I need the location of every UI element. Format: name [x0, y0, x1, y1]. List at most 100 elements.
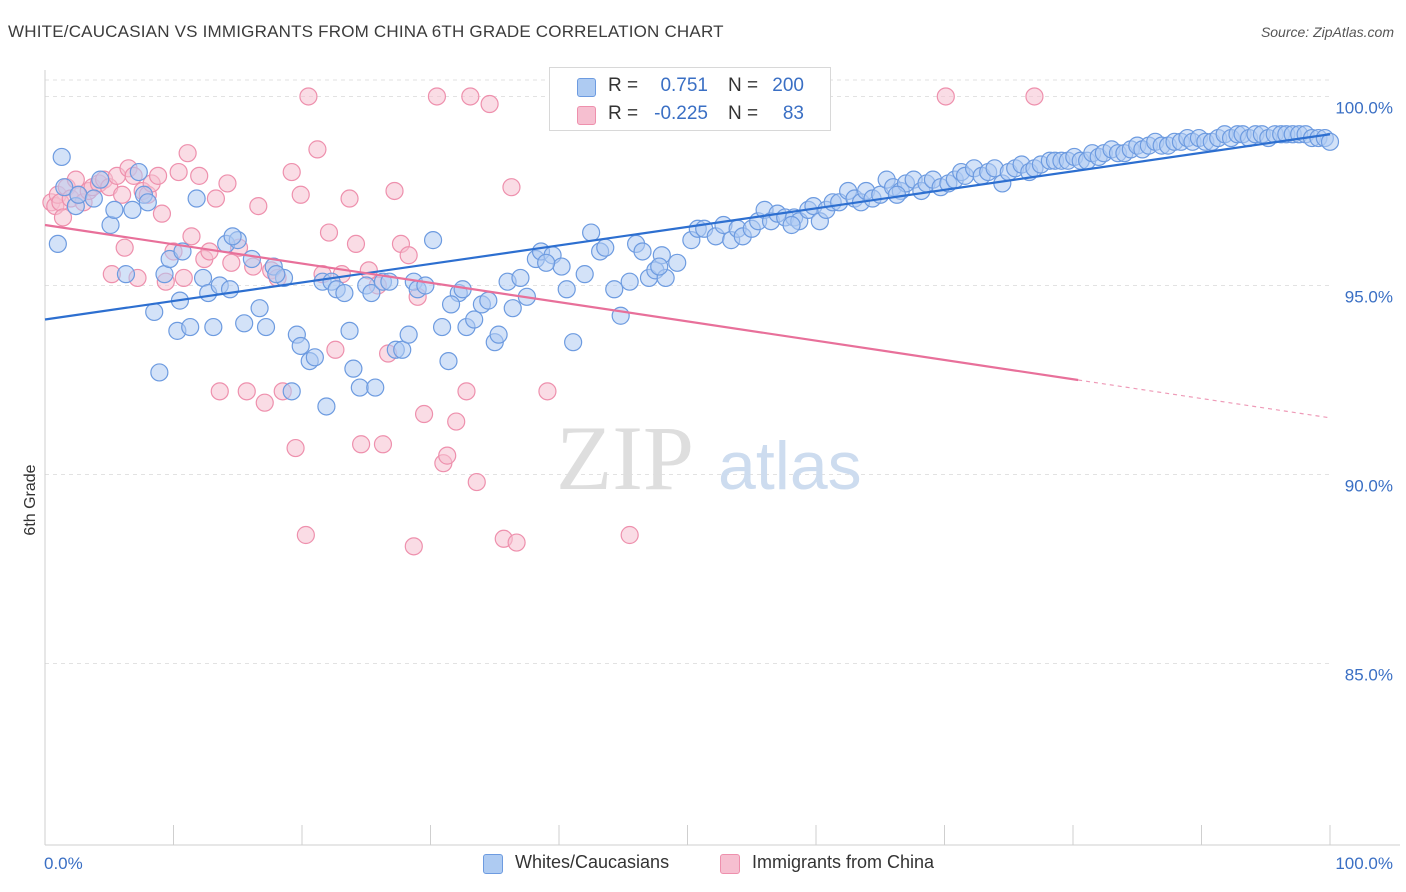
data-point-whites: [123, 200, 142, 219]
data-point-whites: [441, 295, 461, 314]
watermark-atlas: atlas: [718, 428, 862, 504]
data-point-whites: [552, 257, 571, 276]
y-axis-label: 6th Grade: [22, 464, 39, 535]
data-point-china: [480, 94, 499, 114]
data-point-china: [112, 185, 132, 204]
legend-swatch-blue: [483, 854, 503, 874]
r-value: 0.751: [660, 75, 708, 96]
legend-swatch-pink: [577, 106, 596, 125]
data-point-china: [299, 87, 318, 106]
r-value: -0.225: [654, 103, 708, 124]
data-point-china: [385, 181, 404, 201]
r-label: R =: [608, 103, 639, 124]
data-point-china: [53, 208, 73, 227]
data-point-china: [152, 204, 172, 223]
data-point-whites: [596, 238, 615, 257]
y-tick-label: 100.0%: [1335, 98, 1393, 117]
data-point-whites: [399, 325, 418, 344]
data-point-whites: [267, 265, 286, 284]
data-point-whites: [155, 265, 174, 284]
data-point-china: [447, 412, 466, 431]
data-point-china: [282, 162, 301, 182]
data-point-whites: [344, 359, 363, 378]
data-point-china: [326, 340, 345, 359]
data-point-china: [206, 189, 226, 208]
data-point-whites: [138, 193, 157, 212]
data-point-whites: [465, 310, 484, 329]
data-point-whites: [235, 314, 254, 333]
n-value: 200: [772, 75, 804, 96]
data-point-china: [148, 166, 168, 185]
data-point-whites: [48, 234, 67, 254]
data-point-whites: [393, 340, 412, 359]
data-point-whites: [91, 170, 110, 189]
data-point-whites: [129, 162, 148, 182]
data-point-whites: [55, 178, 74, 197]
data-point-whites: [340, 321, 359, 340]
data-point-whites: [150, 363, 169, 382]
data-point-china: [457, 382, 476, 401]
watermark-zip: ZIP: [556, 407, 694, 509]
data-point-china: [620, 525, 639, 545]
data-point-whites: [335, 283, 354, 303]
data-point-china: [237, 382, 256, 401]
data-point-china: [438, 446, 457, 465]
data-point-china: [399, 246, 418, 265]
data-point-whites: [105, 200, 124, 219]
data-point-china: [373, 435, 393, 454]
data-point-china: [210, 382, 229, 401]
tick-labels: 100.0% 95.0% 90.0% 85.0% 0.0% 100.0%: [44, 98, 1393, 873]
chart-title: WHITE/CAUCASIAN VS IMMIGRANTS FROM CHINA…: [8, 22, 724, 41]
n-label: N =: [728, 103, 759, 124]
data-point-whites: [181, 317, 200, 337]
data-point-china: [507, 533, 526, 552]
legend-label: Immigrants from China: [752, 852, 935, 872]
series-whites-caucasians-points: [48, 125, 1340, 416]
data-point-whites: [668, 253, 687, 272]
watermark: ZIP atlas: [556, 407, 862, 509]
data-point-whites: [242, 249, 261, 269]
data-point-whites: [204, 317, 223, 337]
x-tick-label: 100.0%: [1335, 854, 1393, 873]
data-point-china: [346, 234, 366, 254]
legend-stats-box: R = 0.751 N = 200 R = -0.225 N = 83: [549, 67, 831, 131]
data-point-china: [169, 162, 188, 182]
data-point-whites: [250, 299, 269, 318]
data-point-china: [174, 268, 193, 288]
data-point-whites: [317, 397, 336, 416]
y-tick-label: 85.0%: [1345, 666, 1393, 685]
data-point-whites: [84, 189, 103, 208]
data-point-china: [218, 174, 237, 193]
x-tick-label: 0.0%: [44, 854, 83, 873]
data-point-whites: [650, 257, 669, 276]
legend-swatch-pink: [720, 854, 740, 874]
data-point-china: [340, 189, 359, 208]
data-point-whites: [439, 351, 458, 371]
y-tick-label: 90.0%: [1345, 477, 1393, 496]
data-point-whites: [366, 378, 385, 397]
data-point-whites: [479, 291, 498, 310]
data-point-china: [178, 144, 197, 163]
data-point-china: [319, 223, 339, 242]
data-point-china: [352, 435, 371, 454]
data-point-china: [414, 404, 434, 424]
n-label: N =: [728, 75, 759, 96]
data-point-whites: [489, 325, 508, 344]
data-point-whites: [282, 382, 301, 401]
source-label: Source: ZipAtlas.com: [1260, 24, 1394, 40]
data-point-whites: [350, 378, 369, 397]
data-point-whites: [145, 302, 164, 322]
data-point-whites: [193, 268, 213, 288]
data-point-whites: [582, 223, 601, 242]
data-point-china: [936, 87, 955, 106]
data-point-whites: [511, 268, 530, 288]
data-point-china: [182, 227, 201, 246]
data-point-china: [286, 438, 305, 458]
data-point-whites: [537, 253, 556, 272]
data-point-china: [291, 185, 310, 204]
data-point-whites: [564, 333, 583, 352]
data-point-whites: [633, 242, 652, 261]
data-point-china: [461, 87, 480, 106]
data-point-whites: [291, 336, 310, 356]
